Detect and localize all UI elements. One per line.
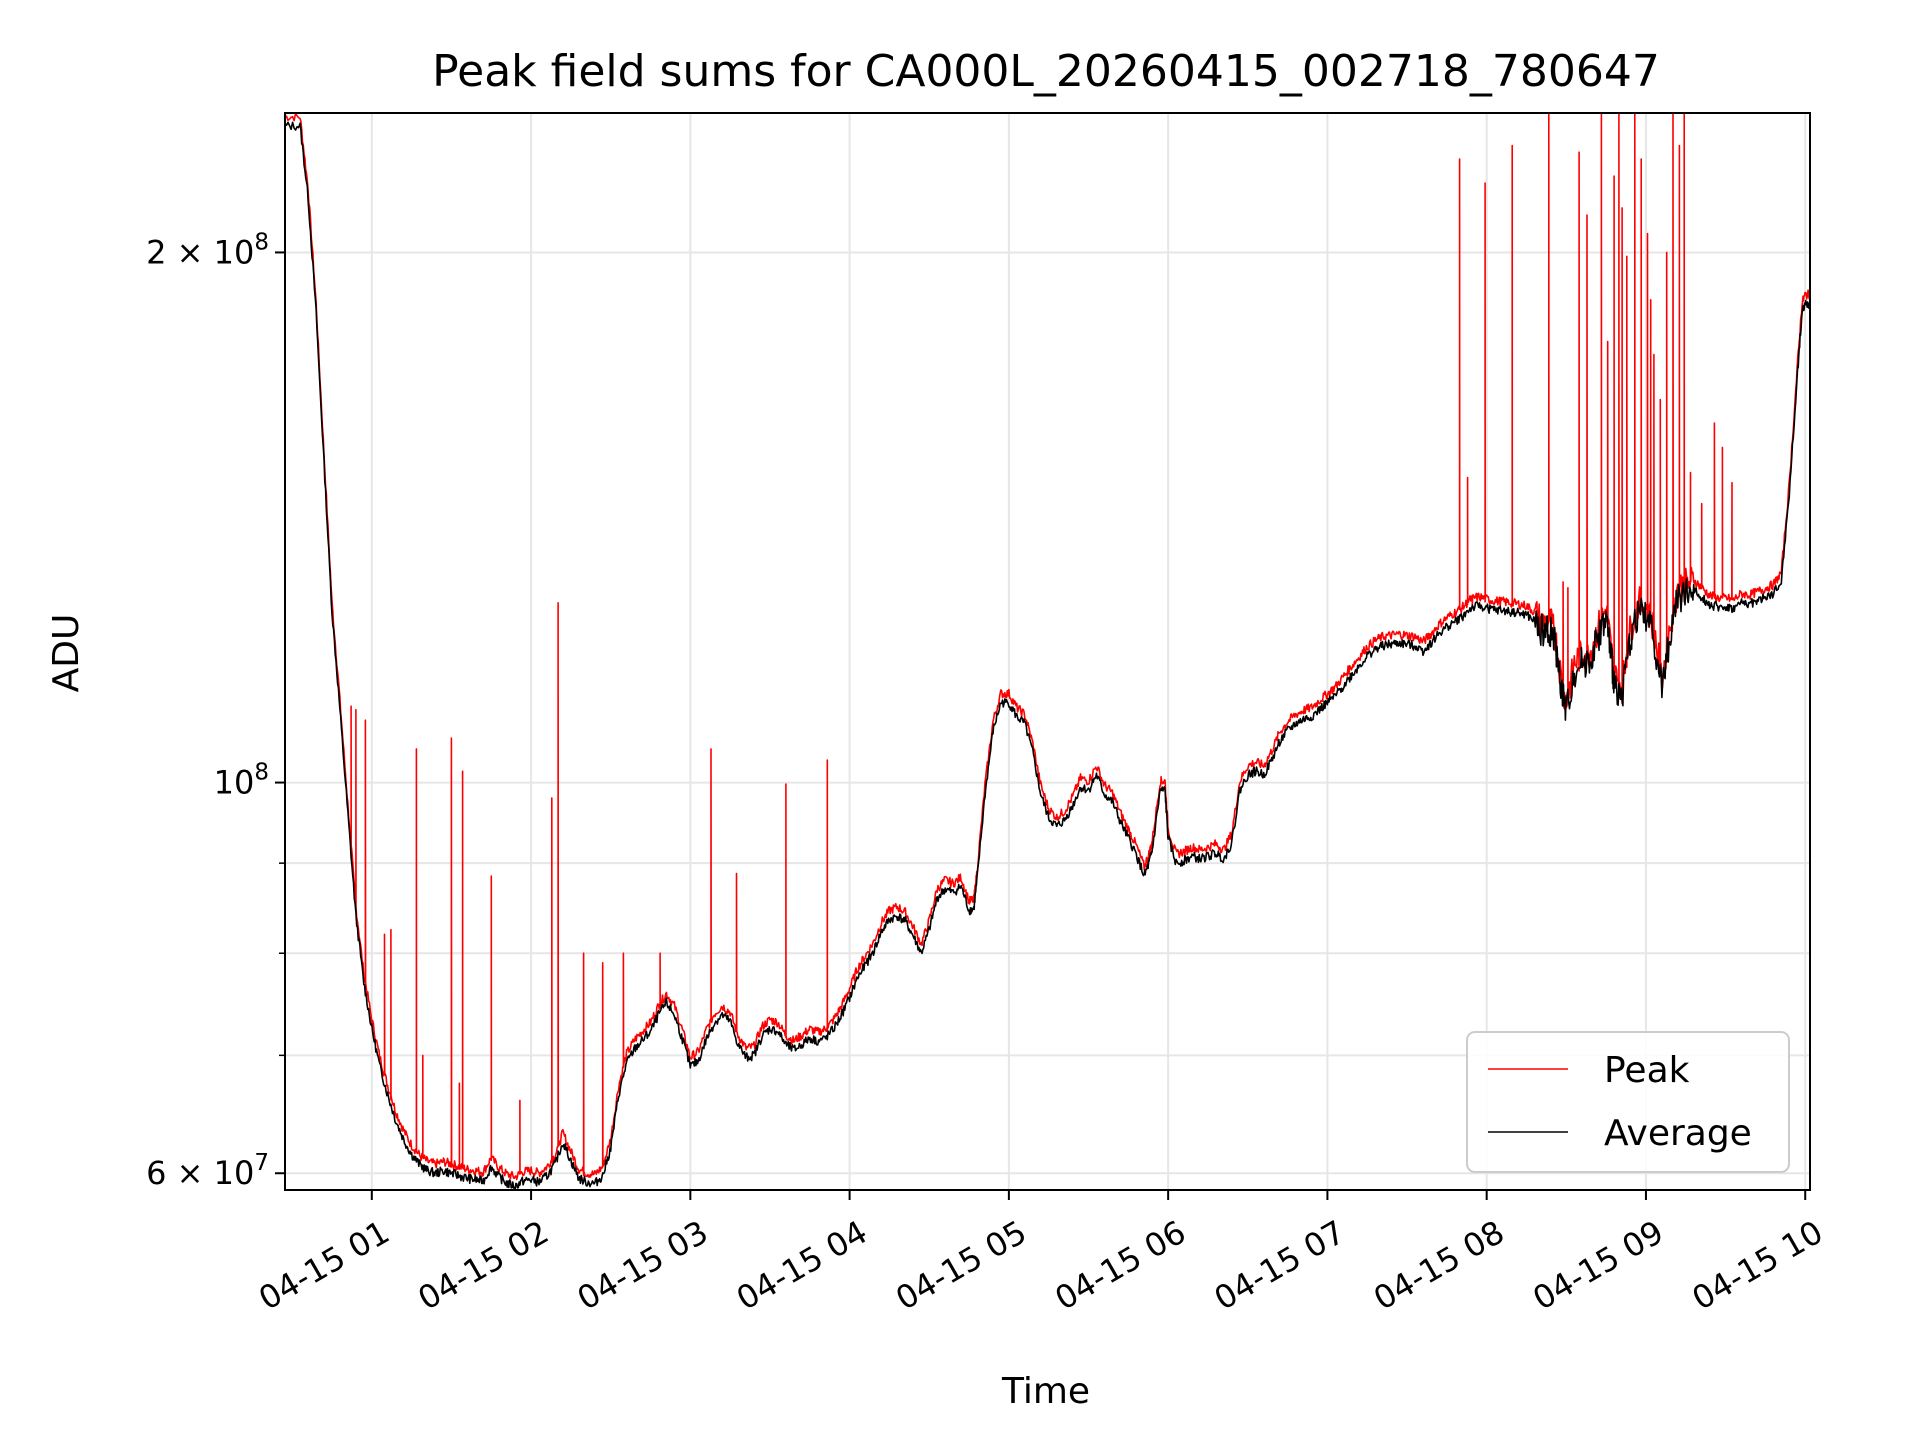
legend-average-label: Average [1604,1113,1752,1154]
plot-frame [284,112,1811,1191]
legend-peak-label: Peak [1604,1050,1690,1091]
y-tick-label-exponent: 8 [254,760,269,786]
y-tick-label-exponent: 8 [254,229,269,255]
peak-series-line [285,113,1810,1181]
y-axis-label: ADU [46,614,87,693]
y-tick-label-base: 2 × 10 [146,233,254,271]
y-tick-label-base: 10 [214,764,255,802]
y-tick-label: 2 × 108 [146,229,269,271]
y-tick-label-base: 6 × 10 [146,1154,254,1192]
y-tick-label-exponent: 7 [254,1150,269,1176]
legend: Peak Average [1466,1031,1790,1173]
y-tick-label: 6 × 107 [146,1150,269,1192]
chart-title: Peak field sums for CA000L_20260415_0027… [432,46,1660,97]
grid [285,113,1810,1190]
legend-box [1466,1031,1790,1173]
plot-series [285,113,1810,1190]
x-axis-label: Time [1001,1371,1090,1412]
average-series-line [285,121,1810,1190]
y-tick-label: 108 [214,760,269,802]
